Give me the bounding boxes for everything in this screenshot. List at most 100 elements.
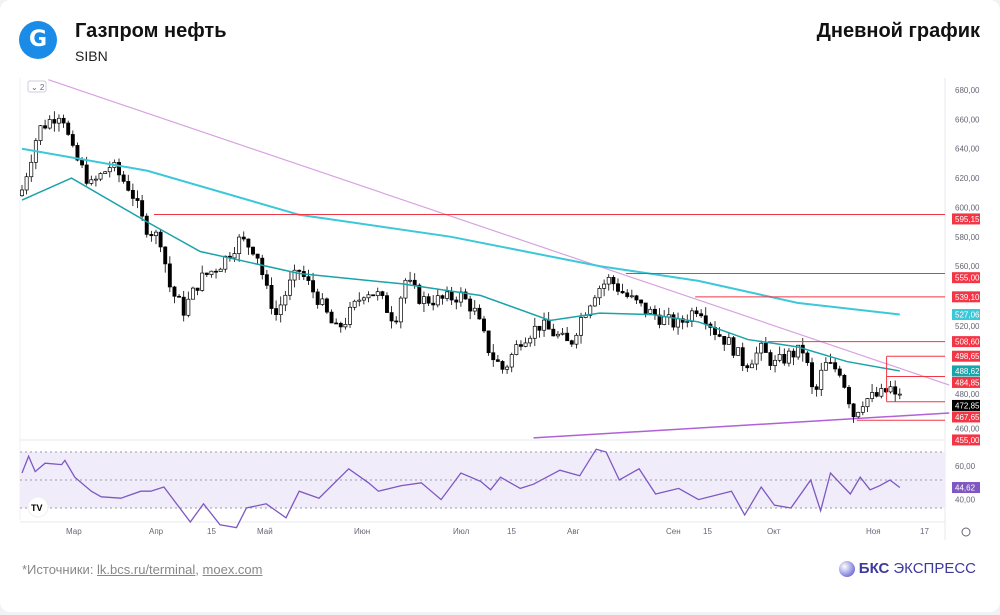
settings-gear-icon[interactable] xyxy=(961,527,971,537)
candle-body xyxy=(685,321,690,323)
y-tick: 640,00 xyxy=(955,145,980,154)
candle-body xyxy=(186,298,191,316)
candle xyxy=(47,115,52,130)
candle-body xyxy=(343,324,348,328)
level-tag-label: 508,60 xyxy=(955,338,980,347)
candle-body xyxy=(57,117,61,124)
candle xyxy=(528,335,533,347)
candle xyxy=(509,352,514,373)
sources-note: *Источники: lk.bcs.ru/terminal, moex.com xyxy=(22,562,263,577)
candle-body xyxy=(84,164,89,184)
candle xyxy=(103,170,108,175)
candle-body xyxy=(278,304,283,315)
candle-body xyxy=(629,295,634,298)
candle xyxy=(565,326,570,342)
candle-body xyxy=(306,276,311,281)
candle-body xyxy=(61,117,66,124)
rsi-value-tag xyxy=(952,482,980,494)
candle-body xyxy=(135,198,140,201)
candle-body xyxy=(380,291,385,296)
candle-body xyxy=(144,215,149,235)
candle-body xyxy=(551,328,556,337)
candle xyxy=(579,312,583,344)
candle-body xyxy=(389,312,394,322)
source-link-moex[interactable]: moex.com xyxy=(202,562,263,577)
candle-body xyxy=(223,255,228,270)
level-tag-label: 555,00 xyxy=(955,274,980,283)
candle xyxy=(597,285,602,305)
candle-body xyxy=(777,354,782,361)
candle-body xyxy=(158,231,163,248)
y-tick: 600,00 xyxy=(955,203,980,212)
level-tag xyxy=(952,291,980,303)
level-tag-label: 498,65 xyxy=(955,352,980,361)
candle xyxy=(726,331,731,345)
candle xyxy=(823,357,828,371)
candle xyxy=(389,306,394,329)
candle-body xyxy=(80,159,85,166)
candle-body xyxy=(648,308,653,314)
candle xyxy=(874,386,879,398)
candle xyxy=(348,302,352,328)
y-tick: 680,00 xyxy=(955,86,980,95)
candle xyxy=(676,312,680,335)
candle xyxy=(394,316,399,325)
y-tick: 580,00 xyxy=(955,233,980,242)
candle-body xyxy=(366,294,371,299)
candle-body xyxy=(352,300,357,308)
candle-body xyxy=(126,181,131,191)
candle xyxy=(768,349,773,370)
level-tag-label: 455,00 xyxy=(955,436,980,445)
candle xyxy=(842,373,847,389)
candle-body xyxy=(569,340,574,345)
price-chart[interactable]: ⌄ 2 680,00 660,00 640,00 620,00 600,00 595,15 5… xyxy=(0,0,1000,560)
candle-body xyxy=(722,336,727,345)
candle xyxy=(897,388,902,400)
level-tag xyxy=(952,336,980,348)
candle-body xyxy=(856,411,861,418)
source-link-bcs[interactable]: lk.bcs.ru/terminal xyxy=(97,562,196,577)
candle-body xyxy=(449,291,454,301)
candle-body xyxy=(107,167,112,173)
candle-body xyxy=(149,234,154,237)
candle-body xyxy=(154,231,158,237)
candle xyxy=(255,253,260,264)
candle-body xyxy=(597,288,602,299)
candle-body xyxy=(814,386,819,390)
candle xyxy=(551,323,556,337)
candle xyxy=(736,347,741,356)
candle xyxy=(532,317,537,346)
x-tick: Апр xyxy=(149,527,164,536)
candle-body xyxy=(20,189,24,197)
candle xyxy=(814,384,819,397)
candle-body xyxy=(662,316,667,325)
candle-body xyxy=(486,330,491,354)
x-tick: Ноя xyxy=(866,527,881,536)
candle xyxy=(671,312,676,331)
brand-bold: БКС xyxy=(858,560,890,577)
x-tick: Май xyxy=(257,527,273,536)
candle xyxy=(763,337,768,353)
candle xyxy=(274,300,279,321)
candle xyxy=(311,272,316,299)
tradingview-logo-text: TV xyxy=(31,503,43,513)
candle-body xyxy=(75,145,80,161)
candle-body xyxy=(232,253,237,259)
long-moving-average xyxy=(21,147,900,316)
candle xyxy=(648,306,653,314)
candle xyxy=(703,307,708,330)
candle xyxy=(731,336,736,358)
collapse-button[interactable] xyxy=(27,80,47,93)
candle xyxy=(519,340,523,351)
candle-body xyxy=(768,352,773,366)
candle-body xyxy=(703,315,708,325)
candle-body xyxy=(38,125,43,141)
candle-body xyxy=(172,286,177,297)
candle-body xyxy=(500,361,505,370)
candle-body xyxy=(639,299,644,304)
candle-body xyxy=(251,246,255,255)
candle-body xyxy=(717,334,722,337)
candle xyxy=(172,285,177,304)
candle-body xyxy=(241,236,246,240)
candle xyxy=(237,234,242,262)
